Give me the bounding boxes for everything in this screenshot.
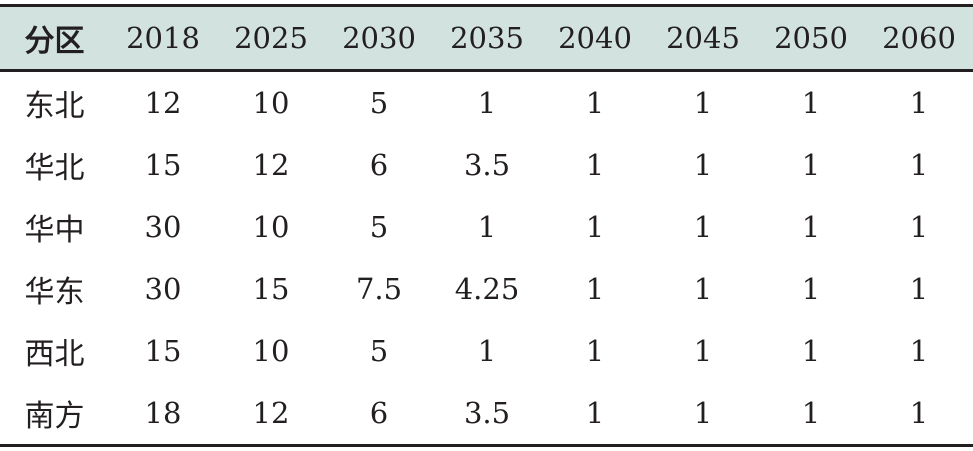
- value-cell: 5: [369, 210, 389, 244]
- header-cell-year: 2018: [109, 4, 217, 72]
- value-cell: 1: [693, 334, 713, 368]
- value-cell: 1: [801, 86, 821, 120]
- value-cell: 1: [585, 210, 605, 244]
- value-cell: 1: [477, 334, 497, 368]
- region-cell: 东北: [24, 89, 85, 124]
- value-cell: 1: [541, 382, 649, 447]
- value-cell: 1: [693, 148, 713, 182]
- value-cell: 1: [757, 382, 865, 447]
- value-cell: 1: [585, 148, 605, 182]
- header-row: 分区 2018 2025 2030 2035 2040 2045 2050 20…: [0, 4, 973, 72]
- value-cell: 1: [585, 272, 605, 306]
- header-cell-year: 2060: [865, 4, 973, 72]
- value-cell: 1: [585, 86, 605, 120]
- value-cell: 10: [252, 210, 290, 244]
- value-cell: 15: [144, 148, 182, 182]
- header-cell-year: 2025: [217, 4, 325, 72]
- value-cell: 1: [477, 86, 497, 120]
- data-table: 分区 2018 2025 2030 2035 2040 2045 2050 20…: [0, 4, 973, 447]
- value-cell: 1: [865, 382, 973, 447]
- value-cell: 1: [693, 210, 713, 244]
- table-header: 分区 2018 2025 2030 2035 2040 2045 2050 20…: [0, 4, 973, 72]
- value-cell: 12: [144, 86, 182, 120]
- value-cell: 12: [252, 148, 290, 182]
- value-cell: 1: [801, 148, 821, 182]
- table-row: 西北 15 10 5 1 1 1 1 1: [0, 320, 973, 382]
- table-row: 华中 30 10 5 1 1 1 1 1: [0, 196, 973, 258]
- value-cell: 30: [144, 210, 182, 244]
- header-cell-year: 2030: [325, 4, 433, 72]
- value-cell: 30: [144, 272, 182, 306]
- table-row: 华北 15 12 6 3.5 1 1 1 1: [0, 134, 973, 196]
- header-cell-year: 2035: [433, 4, 541, 72]
- value-cell: 1: [801, 272, 821, 306]
- value-cell: 1: [909, 210, 929, 244]
- region-cell: 南方: [0, 382, 109, 447]
- region-cell: 华中: [24, 213, 85, 248]
- value-cell: 15: [144, 334, 182, 368]
- value-cell: 4.25: [454, 272, 520, 306]
- header-cell-region: 分区: [0, 4, 109, 72]
- region-cell: 华东: [24, 275, 85, 310]
- value-cell: 10: [252, 334, 290, 368]
- value-cell: 15: [252, 272, 290, 306]
- value-cell: 1: [693, 86, 713, 120]
- table-body: 东北 12 10 5 1 1 1 1 1 华北 15 12 6 3.5 1 1 …: [0, 71, 973, 447]
- header-cell-year: 2050: [757, 4, 865, 72]
- value-cell: 1: [649, 382, 757, 447]
- table-row: 南方 18 12 6 3.5 1 1 1 1: [0, 382, 973, 447]
- value-cell: 12: [217, 382, 325, 447]
- value-cell: 18: [109, 382, 217, 447]
- table-row: 华东 30 15 7.5 4.25 1 1 1 1: [0, 258, 973, 320]
- value-cell: 1: [477, 210, 497, 244]
- value-cell: 5: [369, 334, 389, 368]
- region-cell: 西北: [24, 337, 85, 372]
- value-cell: 1: [909, 148, 929, 182]
- value-cell: 10: [252, 86, 290, 120]
- value-cell: 1: [801, 210, 821, 244]
- header-cell-year: 2045: [649, 4, 757, 72]
- region-cell: 华北: [24, 151, 85, 186]
- value-cell: 7.5: [355, 272, 403, 306]
- value-cell: 1: [693, 272, 713, 306]
- value-cell: 1: [585, 334, 605, 368]
- value-cell: 1: [909, 86, 929, 120]
- value-cell: 3.5: [463, 148, 511, 182]
- value-cell: 5: [369, 86, 389, 120]
- header-cell-year: 2040: [541, 4, 649, 72]
- value-cell: 3.5: [433, 382, 541, 447]
- value-cell: 1: [909, 272, 929, 306]
- value-cell: 1: [801, 334, 821, 368]
- table-row: 东北 12 10 5 1 1 1 1 1: [0, 71, 973, 135]
- value-cell: 6: [325, 382, 433, 447]
- value-cell: 1: [909, 334, 929, 368]
- value-cell: 6: [369, 148, 389, 182]
